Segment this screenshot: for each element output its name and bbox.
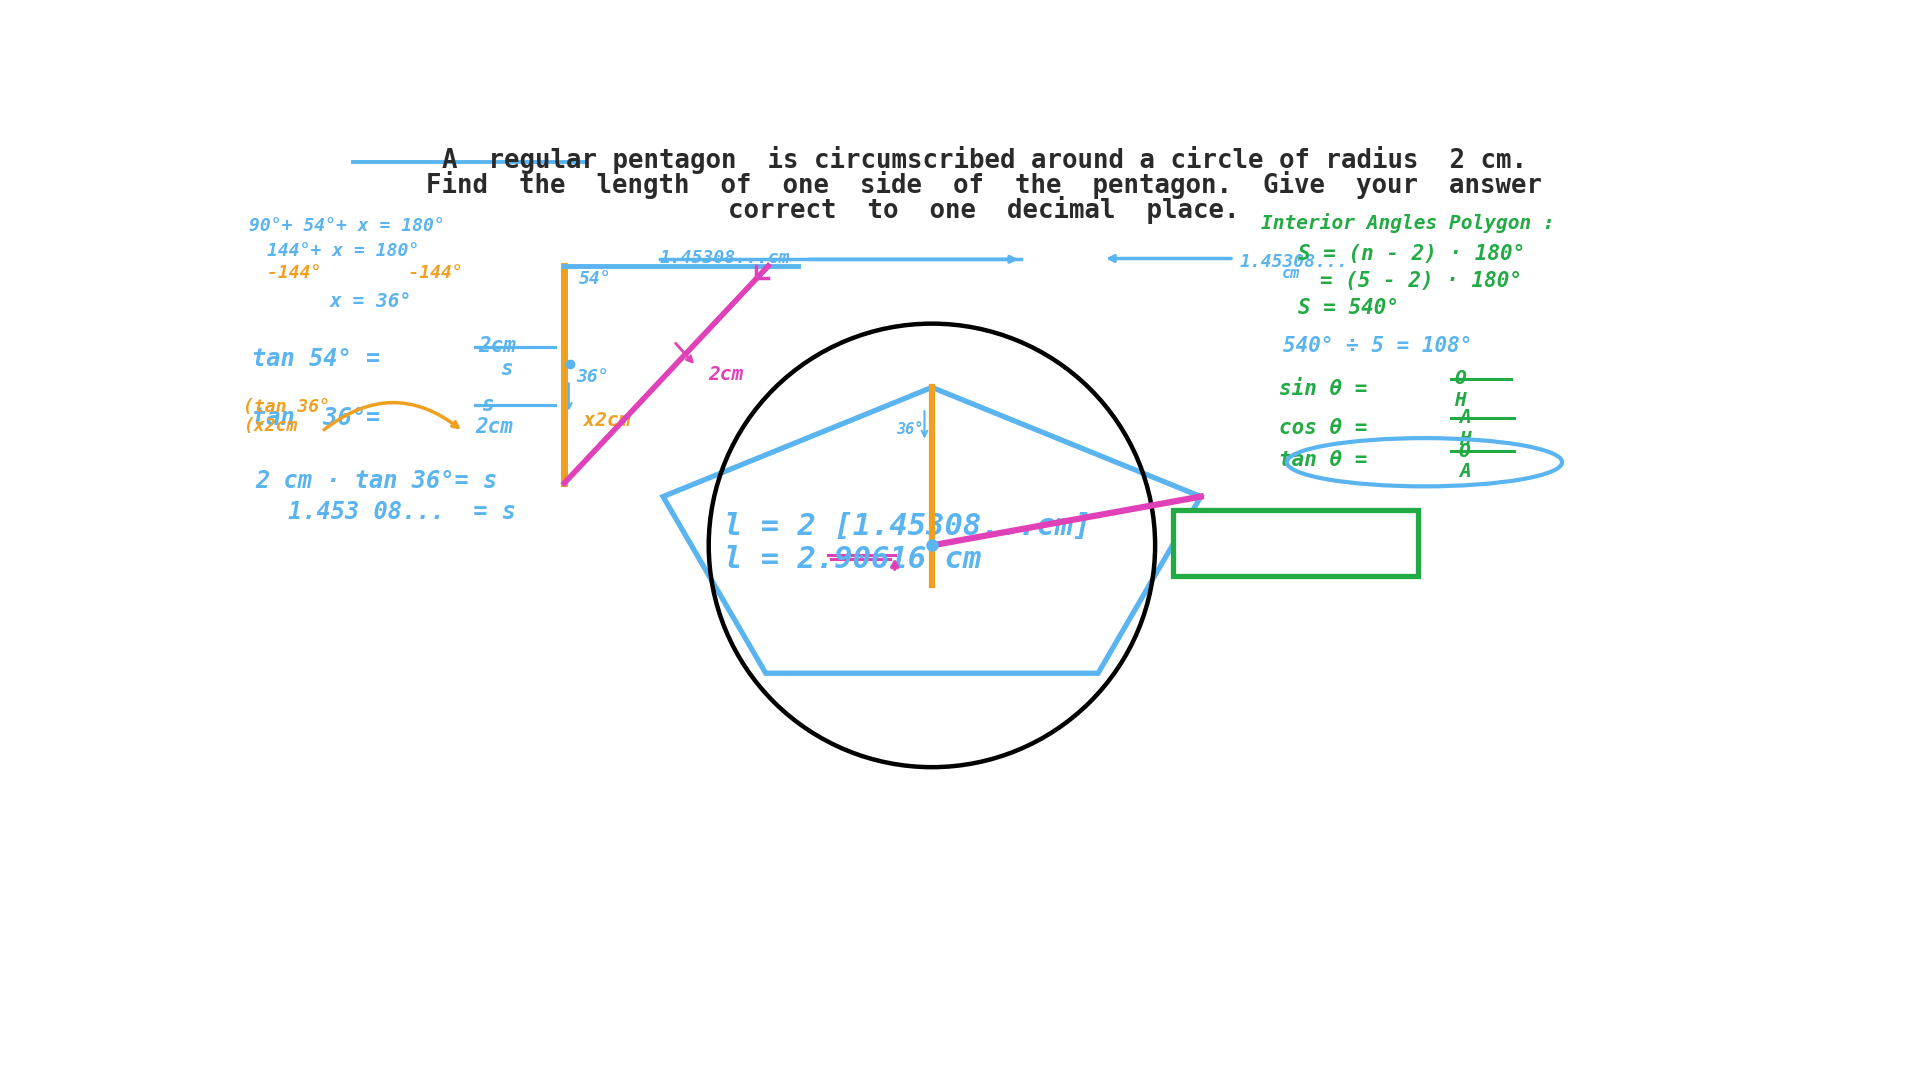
Text: s: s <box>501 360 513 379</box>
Text: 144°+ x = 180°: 144°+ x = 180° <box>267 242 419 260</box>
Text: 2cm: 2cm <box>478 336 516 355</box>
Text: 1.45308...cm: 1.45308...cm <box>660 248 791 267</box>
Text: correct  to  one  decimal  place.: correct to one decimal place. <box>728 197 1240 225</box>
Text: 540° ÷ 5 = 108°: 540° ÷ 5 = 108° <box>1283 336 1473 355</box>
Text: x = 36°: x = 36° <box>330 292 411 311</box>
Text: sin θ =: sin θ = <box>1279 379 1367 400</box>
Text: Interior Angles Polygon :: Interior Angles Polygon : <box>1261 213 1555 233</box>
Text: 54°: 54° <box>580 270 612 288</box>
Text: s: s <box>482 395 493 415</box>
Text: 36°: 36° <box>576 368 609 386</box>
Text: A: A <box>1459 462 1471 482</box>
Text: 2 cm · tan 36°= s: 2 cm · tan 36°= s <box>255 469 497 492</box>
Text: A: A <box>1459 408 1471 428</box>
Text: tan 54° =: tan 54° = <box>252 348 380 372</box>
Text: 2cm: 2cm <box>708 365 743 384</box>
Text: -144°        -144°: -144° -144° <box>267 265 463 282</box>
Text: l = 2.90616 cm: l = 2.90616 cm <box>724 545 981 575</box>
Text: Find  the  length  of  one  side  of  the  pentagon.  Give  your  answer: Find the length of one side of the penta… <box>426 171 1542 199</box>
Text: O: O <box>1459 443 1471 461</box>
Text: 2cm: 2cm <box>474 417 513 436</box>
Text: l = 2 [1.45308...cm]: l = 2 [1.45308...cm] <box>724 512 1091 541</box>
FancyBboxPatch shape <box>1173 510 1419 576</box>
Text: tan  36°=: tan 36°= <box>252 406 380 430</box>
Text: 1.45308...: 1.45308... <box>1240 253 1348 271</box>
Text: A  regular pentagon  is circumscribed around a circle of radius  2 cm.: A regular pentagon is circumscribed arou… <box>442 146 1526 174</box>
Text: ) x2cm: ) x2cm <box>561 410 630 430</box>
Text: 36°: 36° <box>897 422 924 437</box>
Text: 1.453 08...  = s: 1.453 08... = s <box>288 500 516 524</box>
Text: O: O <box>1453 369 1467 388</box>
Text: = (5 - 2) · 180°: = (5 - 2) · 180° <box>1321 271 1523 291</box>
Text: S = 540°: S = 540° <box>1298 298 1400 318</box>
Text: 90°+ 54°+ x = 180°: 90°+ 54°+ x = 180° <box>250 217 445 235</box>
Text: S = (n - 2) · 180°: S = (n - 2) · 180° <box>1298 244 1524 265</box>
Text: (x2cm: (x2cm <box>244 417 298 434</box>
Text: tan θ =: tan θ = <box>1279 449 1367 470</box>
Text: cm: cm <box>1283 266 1300 281</box>
Text: (tan 36°: (tan 36° <box>244 399 330 416</box>
Text: H: H <box>1459 430 1471 449</box>
Text: 2.9 cm: 2.9 cm <box>1236 525 1357 557</box>
Text: H: H <box>1453 391 1467 409</box>
Text: cos θ =: cos θ = <box>1279 418 1367 438</box>
